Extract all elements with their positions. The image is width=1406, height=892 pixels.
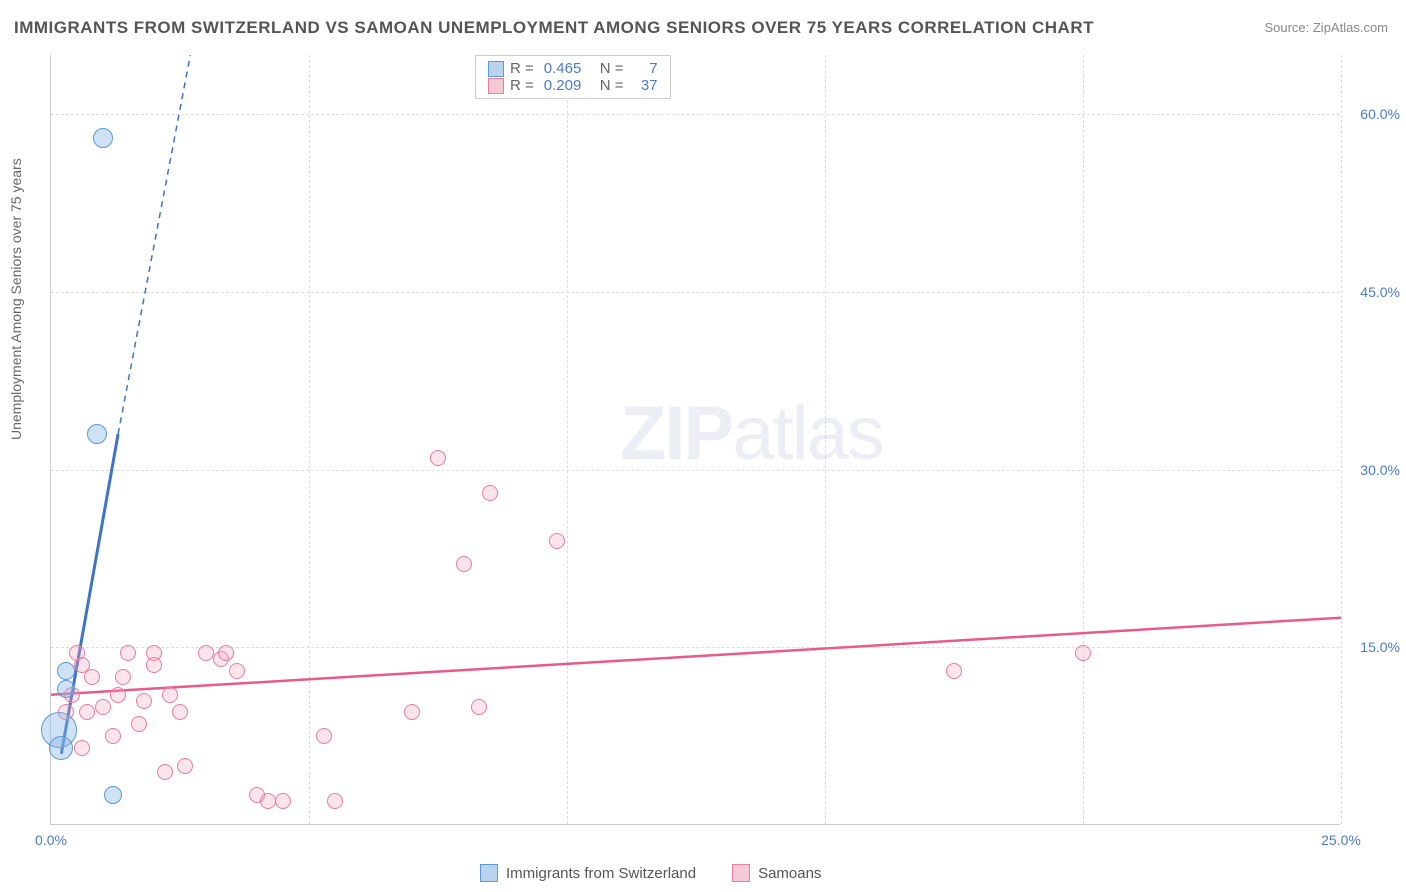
series-legend: Immigrants from Switzerland Samoans xyxy=(480,864,821,882)
chart-title: IMMIGRANTS FROM SWITZERLAND VS SAMOAN UN… xyxy=(14,18,1094,38)
data-point-samoans xyxy=(136,693,152,709)
data-point-samoans xyxy=(95,699,111,715)
data-point-samoans xyxy=(430,450,446,466)
data-point-samoans xyxy=(162,687,178,703)
series-a-swatch xyxy=(488,61,504,77)
data-point-samoans xyxy=(120,645,136,661)
data-point-samoans xyxy=(1075,645,1091,661)
data-point-samoans xyxy=(172,704,188,720)
legend-item-b: Samoans xyxy=(732,864,821,882)
correlation-legend: R = 0.465 N = 7 R = 0.209 N = 37 xyxy=(475,55,671,99)
plot-area: 15.0%30.0%45.0%60.0%0.0%25.0% xyxy=(50,55,1340,825)
legend-row-b: R = 0.209 N = 37 xyxy=(488,77,658,94)
legend-item-a: Immigrants from Switzerland xyxy=(480,864,696,882)
data-point-samoans xyxy=(115,669,131,685)
x-tick-label: 25.0% xyxy=(1321,832,1361,848)
data-point-samoans xyxy=(110,687,126,703)
n-value: 7 xyxy=(634,60,658,77)
series-a-swatch xyxy=(480,864,498,882)
data-point-samoans xyxy=(275,793,291,809)
y-axis-title: Unemployment Among Seniors over 75 years xyxy=(8,158,24,440)
r-value: 0.209 xyxy=(544,77,594,94)
data-point-samoans xyxy=(105,728,121,744)
data-point-samoans xyxy=(198,645,214,661)
data-point-samoans xyxy=(327,793,343,809)
data-point-samoans xyxy=(260,793,276,809)
data-point-samoans xyxy=(218,645,234,661)
data-point-samoans xyxy=(177,758,193,774)
data-point-samoans xyxy=(79,704,95,720)
y-tick-label: 15.0% xyxy=(1350,639,1400,655)
x-tick-label: 0.0% xyxy=(35,832,67,848)
source-attribution: Source: ZipAtlas.com xyxy=(1264,20,1388,35)
n-label: N = xyxy=(600,77,624,94)
gridline-v xyxy=(1341,55,1342,824)
data-point-samoans xyxy=(131,716,147,732)
series-b-swatch xyxy=(732,864,750,882)
data-point-samoans xyxy=(316,728,332,744)
r-label: R = xyxy=(510,60,534,77)
data-point-swiss xyxy=(104,786,122,804)
y-tick-label: 60.0% xyxy=(1350,106,1400,122)
series-b-name: Samoans xyxy=(758,865,821,882)
data-point-samoans xyxy=(471,699,487,715)
r-label: R = xyxy=(510,77,534,94)
data-point-samoans xyxy=(404,704,420,720)
series-b-swatch xyxy=(488,78,504,94)
data-point-samoans xyxy=(482,485,498,501)
data-point-samoans xyxy=(456,556,472,572)
n-value: 37 xyxy=(634,77,658,94)
data-point-samoans xyxy=(146,657,162,673)
data-point-samoans xyxy=(549,533,565,549)
data-point-samoans xyxy=(229,663,245,679)
y-tick-label: 30.0% xyxy=(1350,462,1400,478)
data-point-swiss xyxy=(57,680,75,698)
data-point-swiss xyxy=(87,424,107,444)
n-label: N = xyxy=(600,60,624,77)
data-point-swiss xyxy=(49,736,73,760)
data-point-samoans xyxy=(946,663,962,679)
data-point-samoans xyxy=(84,669,100,685)
trend-lines xyxy=(51,55,1341,825)
data-point-samoans xyxy=(157,764,173,780)
y-tick-label: 45.0% xyxy=(1350,284,1400,300)
data-point-swiss xyxy=(57,662,75,680)
series-a-name: Immigrants from Switzerland xyxy=(506,865,696,882)
r-value: 0.465 xyxy=(544,60,594,77)
data-point-samoans xyxy=(74,740,90,756)
data-point-swiss xyxy=(93,128,113,148)
legend-row-a: R = 0.465 N = 7 xyxy=(488,60,658,77)
